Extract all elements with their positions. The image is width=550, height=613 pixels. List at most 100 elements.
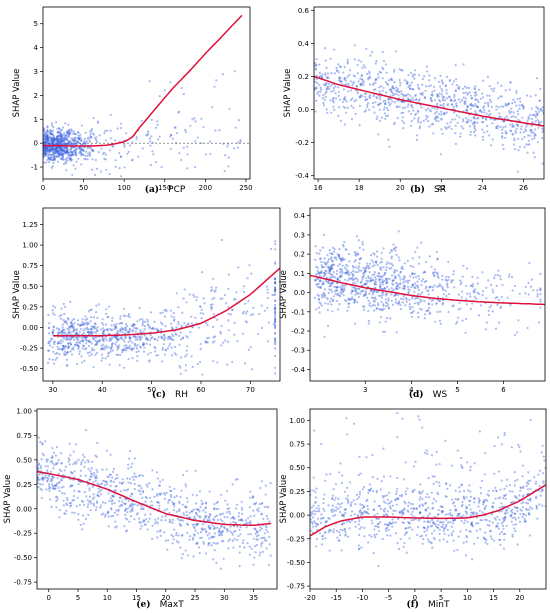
scatter-point xyxy=(260,480,264,483)
scatter-point xyxy=(52,467,55,470)
scatter-point xyxy=(252,495,255,498)
scatter-point xyxy=(53,484,56,487)
scatter-point xyxy=(326,298,329,301)
scatter-point xyxy=(93,322,97,325)
scatter-point xyxy=(476,116,479,120)
scatter-point xyxy=(75,148,78,151)
scatter-point xyxy=(43,161,46,164)
scatter-point xyxy=(335,509,338,512)
scatter-point xyxy=(90,328,93,331)
scatter-point xyxy=(185,469,188,473)
scatter-point xyxy=(70,129,73,132)
scatter-point xyxy=(60,313,63,317)
scatter-point xyxy=(46,130,50,133)
scatter-point xyxy=(325,296,328,299)
scatter-point xyxy=(324,273,327,277)
scatter-point xyxy=(428,306,431,309)
scatter-point xyxy=(242,539,245,542)
scatter-point xyxy=(89,135,93,138)
scatter-point xyxy=(59,331,62,334)
scatter-point xyxy=(372,309,376,312)
scatter-point xyxy=(87,460,90,463)
scatter-point xyxy=(134,335,137,338)
scatter-point xyxy=(75,332,78,335)
scatter-point xyxy=(149,140,152,143)
scatter-point xyxy=(493,539,496,542)
scatter-point xyxy=(82,522,85,525)
scatter-point xyxy=(395,50,398,53)
scatter-point xyxy=(70,504,73,507)
scatter-point xyxy=(82,149,85,152)
scatter-point xyxy=(442,102,445,106)
plot-frame xyxy=(42,6,251,180)
scatter-point xyxy=(73,137,76,140)
scatter-points xyxy=(314,44,544,173)
scatter-point xyxy=(516,124,520,127)
scatter-point xyxy=(411,272,414,275)
scatter-point xyxy=(465,110,469,113)
scatter-point xyxy=(43,137,45,140)
scatter-point xyxy=(240,500,243,503)
scatter-point xyxy=(144,500,147,503)
scatter-point xyxy=(403,262,406,265)
scatter-point xyxy=(178,508,181,511)
scatter-point xyxy=(52,148,56,151)
scatter-point xyxy=(274,327,277,330)
scatter-point xyxy=(446,126,450,129)
scatter-point xyxy=(339,77,342,80)
scatter-point xyxy=(91,149,94,152)
scatter-point xyxy=(266,288,269,291)
scatter-point xyxy=(71,153,74,156)
scatter-point xyxy=(454,142,457,145)
scatter-point xyxy=(337,278,340,281)
scatter-point xyxy=(215,561,218,565)
scatter-point xyxy=(37,463,40,466)
scatter-point xyxy=(342,245,345,248)
scatter-point xyxy=(209,153,212,156)
scatter-point xyxy=(341,474,344,477)
scatter-point xyxy=(86,505,89,508)
scatter-point xyxy=(517,118,520,121)
scatter-points xyxy=(313,230,542,338)
scatter-point xyxy=(68,458,71,461)
scatter-point xyxy=(126,152,129,155)
scatter-point xyxy=(47,349,51,352)
scatter-point xyxy=(57,140,60,143)
scatter-point xyxy=(186,531,189,535)
scatter-point xyxy=(54,141,57,144)
scatter-point xyxy=(220,344,223,347)
scatter-point xyxy=(159,480,162,483)
scatter-point xyxy=(360,514,363,517)
scatter-point xyxy=(450,279,453,282)
panel-caption-variable: PCP xyxy=(168,185,186,195)
scatter-point xyxy=(366,98,369,101)
scatter-point xyxy=(85,429,88,432)
scatter-point xyxy=(359,511,362,514)
scatter-point xyxy=(37,467,40,470)
scatter-point xyxy=(78,138,81,141)
scatter-point xyxy=(330,266,333,269)
scatter-point xyxy=(195,508,198,511)
scatter-point xyxy=(65,322,68,325)
scatter-point xyxy=(82,153,85,156)
scatter-point xyxy=(57,137,60,141)
scatter-point xyxy=(322,291,325,294)
scatter-point xyxy=(496,125,500,128)
scatter-point xyxy=(451,83,454,86)
scatter-point xyxy=(364,92,367,95)
scatter-point xyxy=(540,120,543,123)
scatter-point xyxy=(425,279,428,282)
scatter-point xyxy=(351,277,354,280)
scatter-point xyxy=(390,255,393,258)
scatter-point xyxy=(48,326,51,329)
scatter-point xyxy=(44,142,47,145)
scatter-point xyxy=(489,112,492,116)
scatter-point xyxy=(51,165,54,168)
scatter-point xyxy=(413,272,416,276)
scatter-point xyxy=(444,527,447,530)
scatter-point xyxy=(137,350,140,353)
scatter-point xyxy=(274,323,277,326)
scatter-point xyxy=(399,303,402,307)
scatter-point xyxy=(533,137,536,140)
scatter-point xyxy=(88,495,92,498)
